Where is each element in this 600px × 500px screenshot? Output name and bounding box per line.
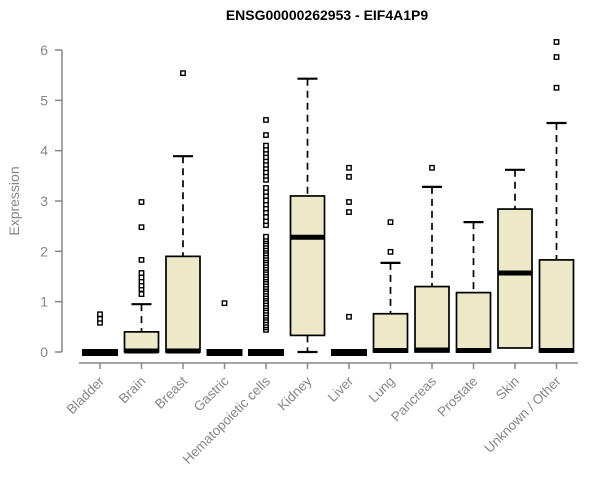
- outlier-point: [138, 224, 145, 231]
- outlier-point: [97, 315, 103, 322]
- x-category-label: Unknown / Other: [481, 373, 564, 456]
- outlier-point: [221, 300, 228, 307]
- outlier-point: [138, 291, 145, 298]
- outlier-point: [263, 185, 269, 191]
- outlier-point: [138, 199, 145, 205]
- x-category-label: Prostate: [434, 374, 480, 420]
- y-tick-label: 1: [40, 294, 48, 310]
- outlier-point: [346, 164, 352, 171]
- outlier-point: [553, 84, 560, 91]
- y-tick-label: 5: [40, 92, 48, 108]
- outlier-point: [138, 256, 145, 263]
- x-category-label: Liver: [325, 373, 357, 405]
- outlier-point: [263, 132, 269, 138]
- outlier-point: [263, 233, 269, 240]
- outlier-point: [553, 39, 560, 45]
- outlier-point: [138, 270, 145, 276]
- collapsed-box-bladder: [82, 349, 118, 356]
- outlier-point: [97, 311, 103, 318]
- x-category-label: Bladder: [64, 373, 108, 417]
- y-tick-label: 4: [40, 143, 48, 159]
- x-category-label: Skin: [493, 374, 522, 403]
- y-tick-label: 2: [40, 243, 48, 259]
- outlier-point: [180, 70, 186, 77]
- outlier-point: [138, 274, 145, 281]
- x-category-label: Gastric: [191, 373, 232, 414]
- outlier-point: [387, 248, 394, 255]
- x-category-label: Brain: [116, 374, 149, 407]
- outlier-point: [387, 219, 394, 226]
- collapsed-box-liver: [331, 349, 367, 356]
- outlier-point: [263, 142, 269, 149]
- box-unknown-other: [538, 259, 575, 353]
- x-category-label: Pancreas: [388, 373, 439, 424]
- outlier-point: [429, 164, 435, 171]
- y-tick-label: 0: [40, 344, 48, 360]
- box-prostate: [455, 291, 492, 353]
- box-skin: [497, 208, 533, 349]
- x-category-label: Breast: [152, 373, 190, 411]
- x-category-label: Kidney: [275, 373, 315, 413]
- collapsed-box-gastric: [206, 349, 243, 356]
- outlier-point: [346, 313, 352, 320]
- x-category-label: Lung: [366, 374, 398, 406]
- outlier-point: [263, 117, 269, 123]
- box-pancreas: [414, 285, 450, 353]
- box-kidney: [289, 195, 326, 337]
- collapsed-box-hematopoietic-cells: [248, 349, 284, 356]
- outlier-point: [553, 54, 560, 60]
- outlier-point: [346, 209, 352, 215]
- outlier-point: [263, 214, 269, 221]
- y-tick-label: 3: [40, 193, 48, 209]
- outlier-point: [346, 173, 352, 180]
- box-lung: [372, 312, 409, 353]
- outlier-point: [263, 197, 269, 204]
- y-tick-label: 6: [40, 42, 48, 58]
- chart-title: ENSG00000262953 - EIF4A1P9: [225, 7, 429, 23]
- outlier-point: [346, 199, 352, 205]
- box-breast: [165, 255, 201, 353]
